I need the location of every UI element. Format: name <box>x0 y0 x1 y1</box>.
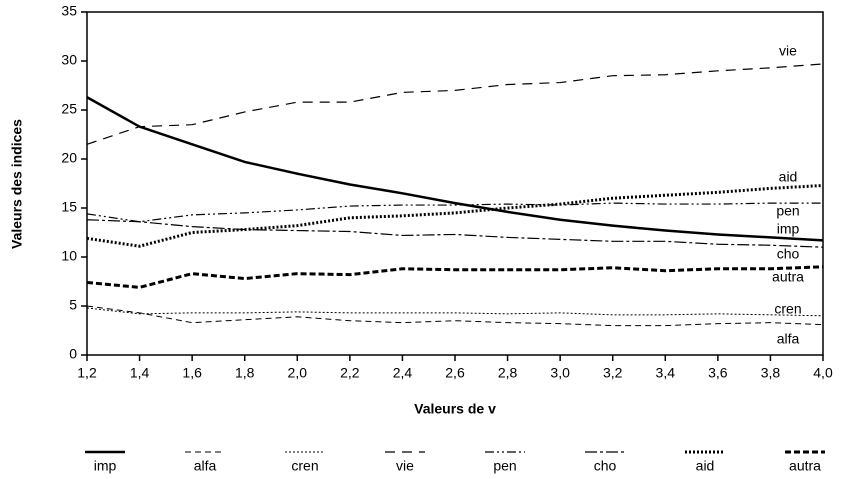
legend-label: imp <box>94 458 117 474</box>
x-tick-label: 3,4 <box>656 365 676 381</box>
x-tick-label: 1,6 <box>182 365 202 381</box>
x-tick-label: 2,0 <box>288 365 308 381</box>
series-line <box>86 202 823 223</box>
legend-label: alfa <box>194 458 217 474</box>
y-tick-label: 25 <box>61 101 77 117</box>
legend-label: cren <box>291 458 318 474</box>
legend-label: vie <box>396 458 414 474</box>
series-line <box>86 265 824 289</box>
y-tick-label: 0 <box>69 346 77 362</box>
y-axis-label: Valeurs des indices <box>9 119 25 249</box>
x-tick-label: 2,4 <box>393 365 413 381</box>
series-line <box>86 305 824 327</box>
y-tick-label: 30 <box>61 52 77 68</box>
line-label: vie <box>779 43 797 59</box>
series-line <box>86 96 824 242</box>
x-tick-label: 1,4 <box>130 365 150 381</box>
legend-label: aid <box>696 458 715 474</box>
x-tick-label: 3,6 <box>708 365 728 381</box>
x-tick-label: 3,8 <box>761 365 781 381</box>
y-tick-label: 35 <box>61 3 77 19</box>
x-tick-label: 3,2 <box>603 365 623 381</box>
series-line <box>86 183 824 248</box>
series-line <box>86 63 824 145</box>
x-tick-label: 3,0 <box>550 365 570 381</box>
line-label: autra <box>772 269 804 285</box>
series-line <box>86 307 824 317</box>
plot-frame <box>86 11 824 356</box>
line-label: aid <box>779 169 798 185</box>
x-axis-label: Valeurs de v <box>414 401 496 417</box>
y-tick-label: 10 <box>61 248 77 264</box>
series-line <box>86 219 824 248</box>
line-label: pen <box>776 203 799 219</box>
y-tick-label: 5 <box>69 297 77 313</box>
line-label: imp <box>777 221 800 237</box>
y-tick-label: 20 <box>61 150 77 166</box>
x-tick-label: 2,2 <box>340 365 360 381</box>
line-label: alfa <box>777 331 800 347</box>
line-label: cren <box>774 301 801 317</box>
x-tick-label: 2,6 <box>445 365 465 381</box>
legend-label: cho <box>594 458 617 474</box>
legend-label: pen <box>493 458 516 474</box>
legend-label: autra <box>789 458 821 474</box>
x-tick-label: 2,8 <box>498 365 518 381</box>
x-tick-label: 1,2 <box>77 365 97 381</box>
line-label: cho <box>777 246 800 262</box>
x-tick-label: 4,0 <box>813 365 833 381</box>
x-tick-label: 1,8 <box>235 365 255 381</box>
y-tick-label: 15 <box>61 199 77 215</box>
